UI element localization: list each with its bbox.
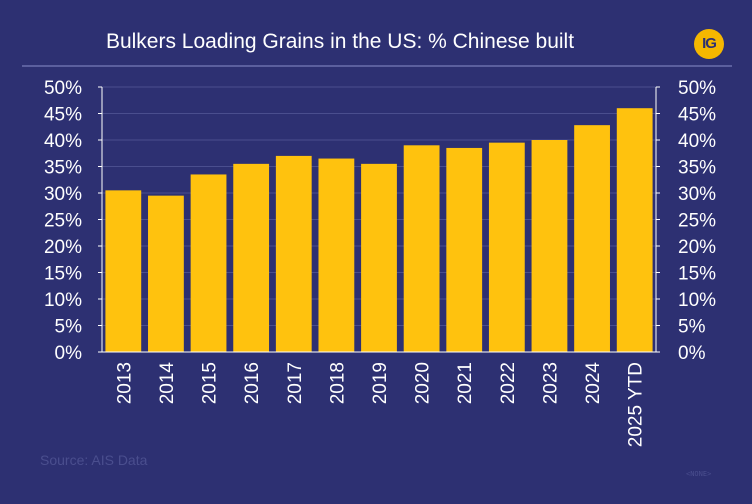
bar-2023 xyxy=(531,140,568,352)
y-tick-label-left: 20% xyxy=(44,237,82,258)
y-tick-label-right: 40% xyxy=(678,131,716,152)
bar-2021 xyxy=(446,147,483,352)
y-tick-label-left: 0% xyxy=(55,343,83,364)
bar-2017 xyxy=(275,155,312,352)
x-tick-label: 2023 xyxy=(540,362,561,404)
bar-2014 xyxy=(148,195,184,352)
bar-2024 xyxy=(574,125,610,352)
x-tick-label: 2025 YTD xyxy=(626,362,647,447)
y-tick-label-left: 45% xyxy=(44,105,82,126)
y-tick-label-right: 50% xyxy=(678,78,716,99)
y-tick-label-right: 0% xyxy=(678,343,706,364)
axes xyxy=(98,86,660,353)
x-tick-label: 2015 xyxy=(200,362,221,404)
y-tick-label-left: 15% xyxy=(44,264,82,285)
y-tick-label-left: 25% xyxy=(44,211,82,232)
x-tick-label: 2020 xyxy=(413,362,434,404)
x-tick-label: 2013 xyxy=(114,362,135,404)
x-tick-label: 2021 xyxy=(455,362,476,404)
y-tick-label-right: 45% xyxy=(678,105,716,126)
bar-2020 xyxy=(403,145,440,352)
bar-2018 xyxy=(318,158,355,352)
bar-2025-ytd xyxy=(616,108,653,352)
y-tick-label-left: 50% xyxy=(44,78,82,99)
y-axis-right-labels: 0% 5% 10% 15% 20% 25% 30% 35% 40% 45% 50% xyxy=(678,78,716,364)
y-axis-left-labels: 0% 5% 10% 15% 20% 25% 30% 35% 40% 45% 50% xyxy=(44,78,82,364)
x-tick-label: 2022 xyxy=(498,362,519,404)
y-tick-label-right: 30% xyxy=(678,184,716,205)
ig-logo: IG xyxy=(694,29,724,59)
source-note: Source: AIS Data xyxy=(40,452,148,468)
bars xyxy=(105,108,653,352)
bar-2013 xyxy=(105,190,142,352)
y-tick-label-right: 10% xyxy=(678,290,716,311)
bar-2015 xyxy=(190,174,227,352)
y-tick-label-left: 40% xyxy=(44,131,82,152)
x-tick-label: 2019 xyxy=(370,362,391,404)
y-tick-label-left: 5% xyxy=(55,317,83,338)
y-tick-label-left: 35% xyxy=(44,158,82,179)
y-tick-label-right: 5% xyxy=(678,317,706,338)
x-tick-label: 2018 xyxy=(327,362,348,404)
y-tick-label-right: 15% xyxy=(678,264,716,285)
bar-2019 xyxy=(361,163,397,352)
x-axis-labels: 2013 2014 2015 2016 2017 2018 2019 2020 2021 2022… xyxy=(114,362,646,448)
chart-title: Bulkers Loading Grains in the US: % Chin… xyxy=(105,30,575,53)
y-tick-label-left: 30% xyxy=(44,184,82,205)
title-divider xyxy=(22,65,732,67)
x-tick-label: 2024 xyxy=(583,362,604,405)
footer-tag: <NONE> xyxy=(686,470,712,478)
y-tick-label-left: 10% xyxy=(44,290,82,311)
bar-2016 xyxy=(233,163,270,352)
x-tick-label: 2016 xyxy=(242,362,263,404)
y-tick-label-right: 20% xyxy=(678,237,716,258)
bar-2022 xyxy=(488,142,525,352)
y-tick-label-right: 25% xyxy=(678,211,716,232)
x-tick-label: 2014 xyxy=(157,362,178,405)
y-tick-label-right: 35% xyxy=(678,158,716,179)
x-tick-label: 2017 xyxy=(285,362,306,404)
